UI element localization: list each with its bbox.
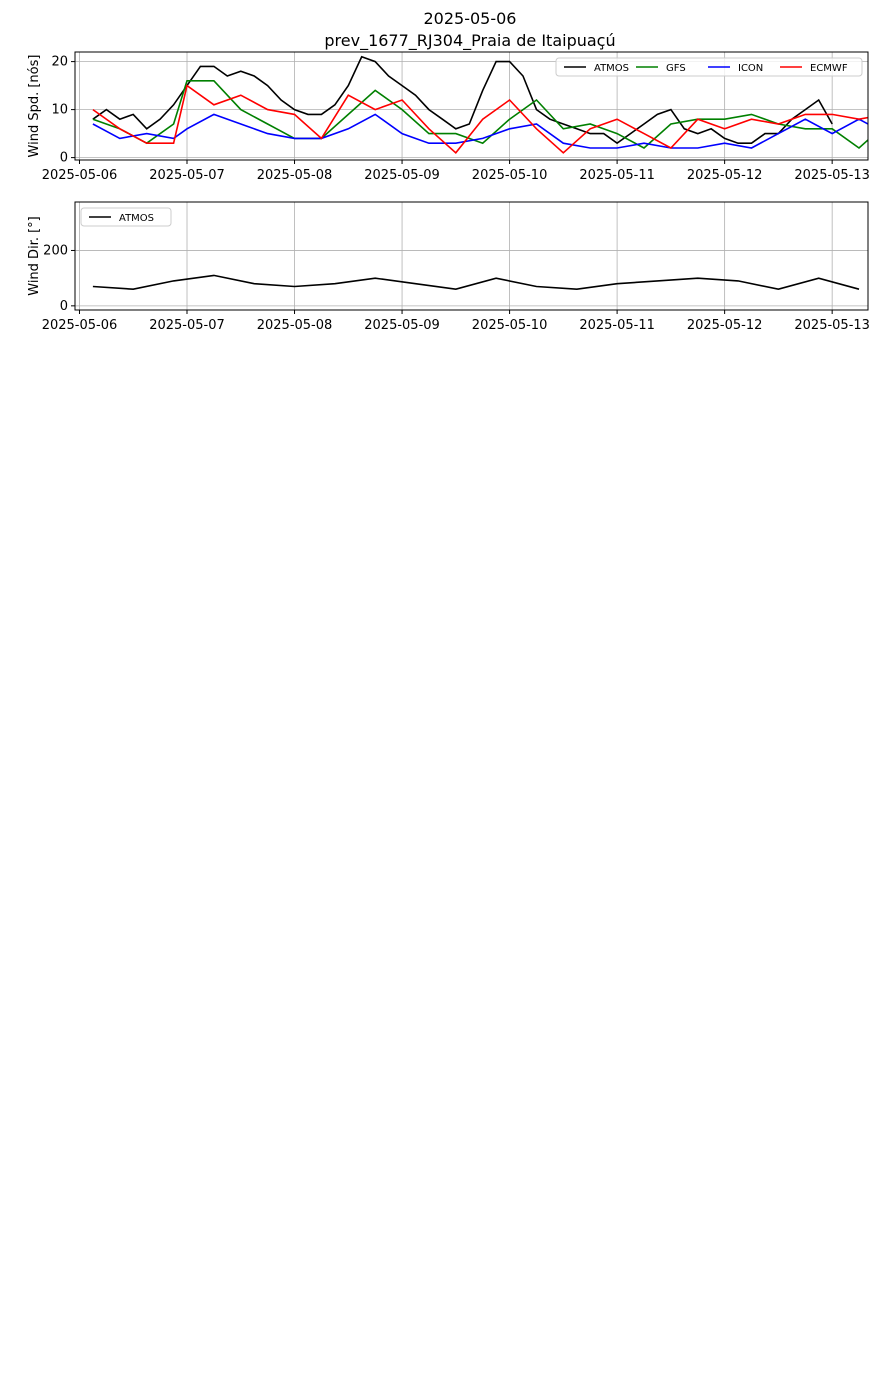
legend-box [80, 207, 172, 227]
x-tick-label: 2025-05-06 [42, 168, 118, 183]
x-tick-label: 2025-05-10 [472, 318, 548, 333]
series-line-icon [92, 113, 868, 149]
series-line-ecmwf [92, 84, 868, 154]
series-line-atmos [92, 274, 860, 291]
series-line-atmos [92, 55, 833, 145]
x-tick-label: 2025-05-09 [364, 168, 440, 183]
y-tick-label: 20 [51, 55, 68, 70]
legend: ATMOS [80, 207, 172, 227]
x-tick-label: 2025-05-12 [687, 318, 763, 333]
x-tick-label: 2025-05-06 [42, 318, 118, 333]
x-tick-label: 2025-05-09 [364, 318, 440, 333]
panel-1: 2025-05-06 2025-05-07 2025-05-08 2025-05-09… [27, 201, 870, 333]
x-tick-label: 2025-05-07 [149, 318, 225, 333]
y-tick-label: 0 [60, 151, 68, 166]
panels: 2025-05-06 2025-05-07 2025-05-08 2025-05-09… [27, 51, 870, 333]
x-tick-label: 2025-05-12 [687, 168, 763, 183]
legend-label: ATMOS [594, 63, 629, 74]
x-tick-label: 2025-05-13 [794, 168, 870, 183]
legend: ATMOS GFS ICON ECMWF [555, 57, 863, 77]
series-group [92, 274, 860, 291]
x-tick-label: 2025-05-10 [472, 168, 548, 183]
x-tick-label: 2025-05-07 [149, 168, 225, 183]
x-tick-label: 2025-05-13 [794, 318, 870, 333]
y-tick-label: 0 [60, 299, 68, 314]
plot-frame [74, 51, 869, 161]
legend-label: ECMWF [810, 63, 848, 74]
x-tick-label: 2025-05-11 [579, 318, 655, 333]
panel-0: 2025-05-06 2025-05-07 2025-05-08 2025-05-09… [27, 51, 870, 183]
series-group [92, 55, 868, 154]
y-tick-label: 10 [51, 103, 68, 118]
y-tick-label: 200 [43, 243, 68, 258]
plot-frame [74, 201, 869, 311]
figure-title-line2: prev_1677_RJ304_Praia de Itaipuaçú [324, 31, 615, 51]
legend-label: ICON [738, 63, 763, 74]
legend-label: GFS [666, 63, 686, 74]
y-axis-label: Wind Dir. [°] [27, 216, 42, 296]
series-line-gfs [92, 80, 868, 150]
figure-title-line1: 2025-05-06 [424, 9, 517, 28]
x-tick-label: 2025-05-08 [257, 318, 333, 333]
legend-label: ATMOS [119, 213, 154, 224]
y-axis-label: Wind Spd. [nós] [27, 55, 42, 158]
x-tick-label: 2025-05-08 [257, 168, 333, 183]
x-tick-label: 2025-05-11 [579, 168, 655, 183]
